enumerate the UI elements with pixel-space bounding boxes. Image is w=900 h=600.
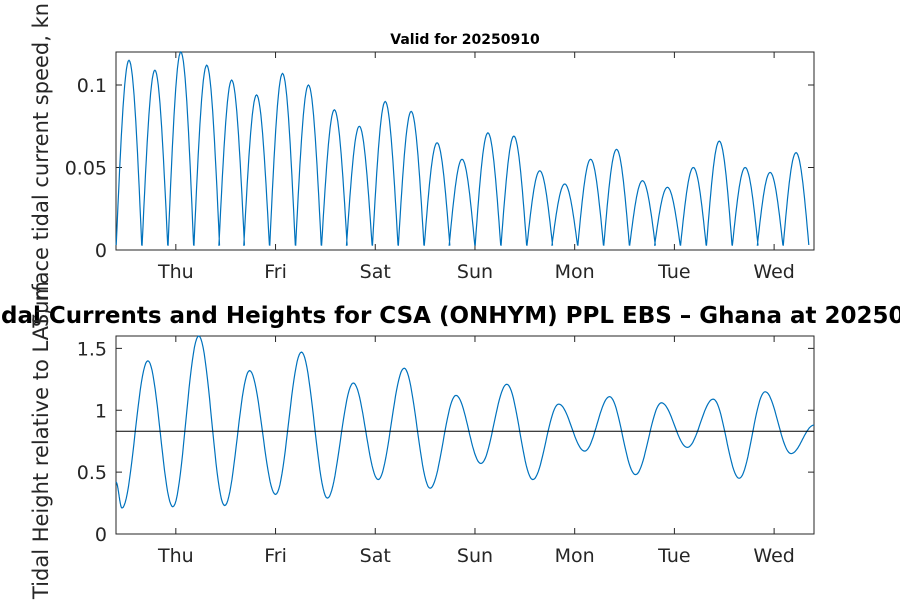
current-speed-xtick-label: Sun bbox=[457, 261, 493, 283]
current-speed-series bbox=[115, 51, 810, 246]
tidal-height-ticks: 0 0.5 1 1.5 Thu Fri Sat Sun Mon Tue Wed bbox=[77, 336, 814, 567]
tidal-height-ytick-label: 1 bbox=[95, 400, 107, 422]
tidal-height-ylabel: Tidal Height relative to LAT, m bbox=[29, 281, 53, 600]
tidal-height-xtick-label: Sun bbox=[457, 545, 493, 567]
tidal-height-series bbox=[115, 335, 815, 509]
tidal-height-xtick-label: Thu bbox=[157, 545, 194, 567]
tidal-height-ytick-label: 0 bbox=[95, 524, 107, 546]
current-speed-ytick-label: 0.1 bbox=[77, 75, 107, 97]
current-speed-xtick-label: Wed bbox=[753, 261, 794, 283]
current-speed-ticks: 0 0.05 0.1 Thu Fri Sat Sun Mon Tue Wed bbox=[65, 52, 814, 283]
current-speed-ytick-label: 0 bbox=[95, 240, 107, 262]
current-speed-title: Valid for 20250910 bbox=[390, 32, 540, 48]
current-speed-xtick-label: Thu bbox=[157, 261, 194, 283]
tidal-height-xtick-label: Mon bbox=[555, 545, 595, 567]
current-speed-xtick-label: Mon bbox=[555, 261, 595, 283]
tidal-height-xtick-label: Wed bbox=[753, 545, 794, 567]
figure-title: Tidal Currents and Heights for CSA (ONHY… bbox=[0, 303, 900, 329]
current-speed-axes bbox=[115, 51, 815, 251]
current-speed-xtick-label: Sat bbox=[360, 261, 391, 283]
tidal-height-ytick-label: 0.5 bbox=[77, 462, 107, 484]
tidal-height-xtick-label: Tue bbox=[657, 545, 690, 567]
tidal-height-ytick-label: 1.5 bbox=[77, 338, 107, 360]
tidal-height-axes bbox=[115, 335, 815, 535]
tidal-height-xtick-label: Fri bbox=[264, 545, 287, 567]
current-speed-xtick-label: Tue bbox=[657, 261, 690, 283]
current-speed-ytick-label: 0.05 bbox=[65, 158, 107, 180]
current-speed-xtick-label: Fri bbox=[264, 261, 287, 283]
tidal-height-xtick-label: Sat bbox=[360, 545, 391, 567]
current-speed-ylabel: Surface tidal current speed, kn bbox=[29, 3, 53, 327]
